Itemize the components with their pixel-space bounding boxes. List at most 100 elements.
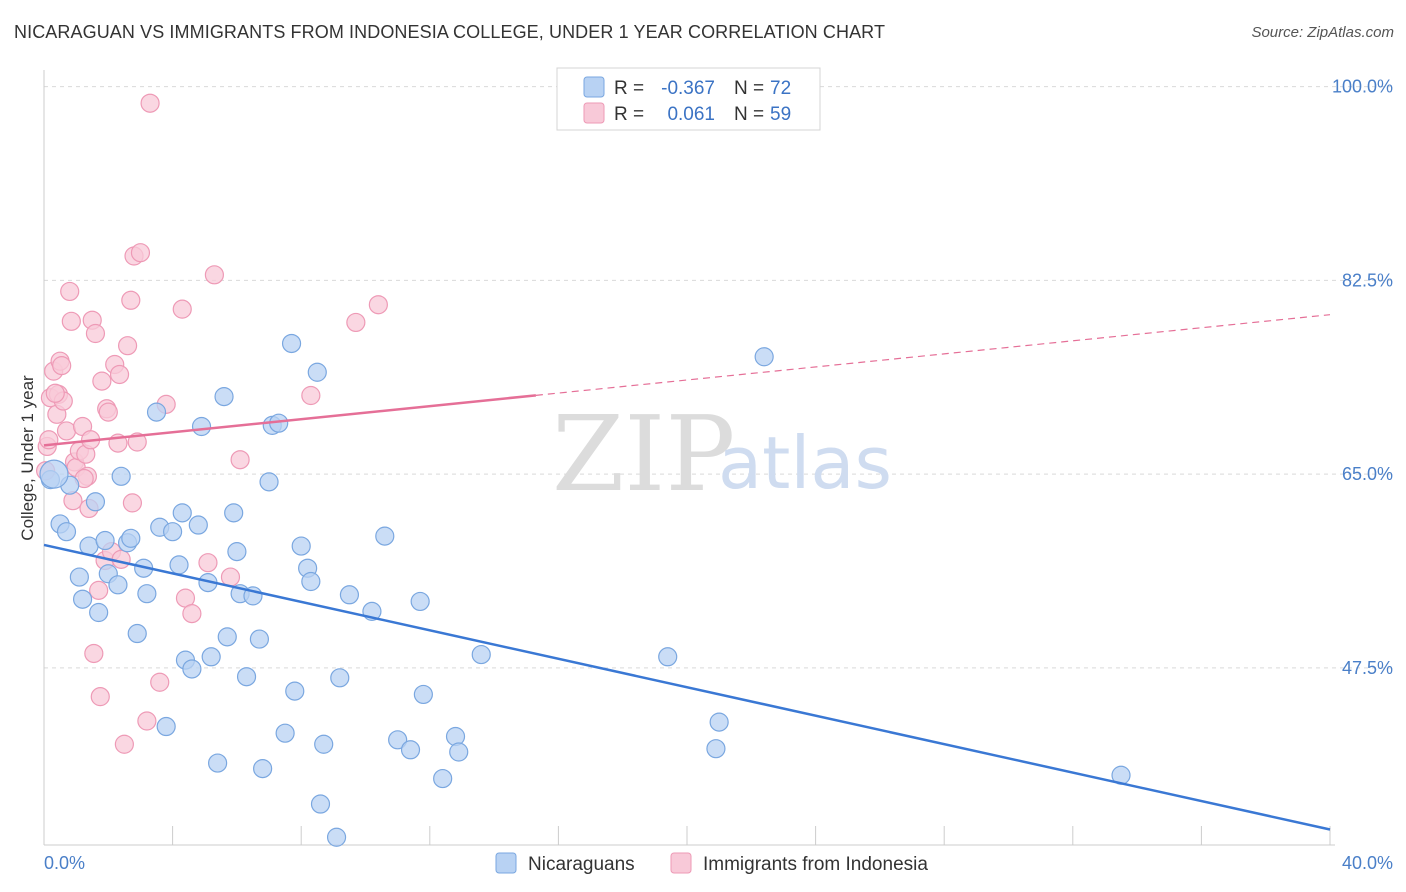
indonesia-point: [117, 336, 138, 356]
legend-n-label-2: N =: [734, 104, 764, 125]
indonesia-point: [45, 383, 65, 403]
y-axis-label: College, Under 1 year: [18, 375, 37, 541]
indonesia-point: [182, 604, 202, 624]
legend-swatch-blue: [583, 76, 605, 98]
indonesia-point: [121, 290, 141, 310]
nicaraguans-point: [445, 726, 466, 747]
legend-swatch-nicaraguans: [495, 852, 517, 874]
indonesia-point: [346, 312, 366, 333]
nicaraguans-point: [163, 522, 183, 542]
nicaraguans-point: [253, 759, 273, 779]
y-tick-label: 100.0%: [1332, 77, 1393, 97]
nicaraguans-point: [314, 734, 334, 754]
trend-line-nicaraguans: [43, 543, 1331, 831]
nicaraguans-point: [56, 522, 77, 542]
legend-label-indonesia: Immigrants from Indonesia: [703, 854, 928, 875]
x-tick-label-min: 0.0%: [44, 853, 85, 873]
axes: [43, 70, 1335, 846]
legend-r-value-1: -0.367: [661, 78, 715, 99]
nicaraguans-point: [137, 584, 157, 604]
nicaraguans-point: [188, 515, 208, 535]
nicaraguans-point: [291, 536, 311, 556]
legend-swatch-indonesia: [670, 852, 692, 874]
nicaraguans-point: [127, 623, 147, 644]
indonesia-point: [61, 311, 81, 331]
nicaraguans-point: [89, 602, 109, 623]
legend-n-label-1: N =: [734, 78, 764, 99]
legend-r-label-2: R =: [614, 104, 644, 125]
nicaraguans-point: [39, 459, 69, 489]
nicaraguans-point: [330, 668, 350, 688]
trend-line-indonesia-extrapolated: [535, 314, 1331, 396]
nicaraguans-point: [375, 526, 395, 546]
indonesia-point: [220, 567, 241, 587]
watermark-zip: ZIP: [552, 393, 735, 515]
indonesia-point: [198, 553, 218, 573]
nicaraguans-point: [85, 492, 106, 512]
nicaraguans-point: [201, 647, 221, 667]
nicaraguans-point: [214, 387, 234, 407]
legend-label-nicaraguans: Nicaraguans: [528, 854, 635, 875]
nicaraguans-point: [227, 542, 247, 562]
x-ticks: [43, 826, 1331, 845]
chart-title: NICARAGUAN VS IMMIGRANTS FROM INDONESIA …: [14, 22, 886, 42]
indonesia-point: [140, 93, 160, 113]
nicaraguans-point: [754, 347, 774, 367]
nicaraguans-point: [208, 753, 228, 773]
y-tick-label: 82.5%: [1342, 270, 1393, 290]
nicaraguans-point: [449, 742, 469, 762]
nicaraguans-point: [301, 571, 321, 592]
indonesia-point: [204, 265, 224, 285]
nicaraguans-point: [339, 585, 360, 605]
indonesia-point: [109, 364, 130, 385]
indonesia-point: [90, 687, 110, 707]
nicaraguans-point: [69, 567, 89, 587]
y-tick-label: 65.0%: [1342, 464, 1393, 484]
watermark-atlas: atlas: [718, 421, 892, 505]
nicaraguans-point: [156, 716, 176, 737]
y-tick-labels: 47.5% 65.0% 82.5% 100.0%: [1332, 77, 1393, 678]
source-label: Source: ZipAtlas.com: [1251, 24, 1394, 41]
nicaraguans-point: [217, 627, 237, 647]
legend-swatch-pink: [583, 102, 605, 124]
nicaraguans-point: [72, 589, 93, 609]
indonesia-point: [230, 450, 250, 470]
indonesia-point: [63, 491, 83, 511]
trend-lines: [43, 314, 1331, 831]
nicaraguans-point: [658, 647, 678, 667]
correlation-legend: R = -0.367 N = 72 R = 0.061 N = 59: [556, 67, 821, 131]
nicaraguans-point: [310, 794, 331, 814]
nicaraguans-point: [182, 659, 202, 679]
nicaraguans-point: [121, 528, 141, 548]
indonesia-point: [89, 580, 109, 600]
nicaraguans-point: [471, 644, 491, 665]
nicaraguans-point: [172, 503, 192, 523]
indonesia-point: [84, 643, 104, 664]
nicaraguans-point: [709, 712, 729, 732]
nicaraguans-point: [224, 503, 244, 523]
indonesia-point: [130, 243, 151, 263]
indonesia-point: [52, 356, 72, 376]
indonesia-point: [111, 549, 131, 569]
nicaraguans-point: [413, 684, 433, 705]
nicaraguans-point: [410, 591, 430, 612]
nicaraguans-point: [281, 333, 302, 354]
y-tick-label: 47.5%: [1342, 658, 1393, 678]
indonesia-point: [98, 402, 118, 422]
nicaraguans-point: [169, 555, 189, 575]
indonesia-point: [85, 323, 106, 344]
indonesia-point: [92, 371, 112, 391]
nicaraguans-point: [275, 723, 295, 743]
nicaraguans-point: [706, 739, 726, 759]
legend-n-value-1: 72: [770, 78, 791, 99]
nicaraguans-point: [108, 575, 128, 595]
indonesia-point: [60, 281, 80, 302]
indonesia-point: [137, 711, 157, 731]
nicaraguans-point: [191, 416, 212, 437]
indonesia-point: [114, 734, 134, 754]
indonesia-point: [368, 295, 388, 315]
series-legend: Nicaraguans Immigrants from Indonesia: [495, 852, 928, 875]
indonesia-point: [56, 421, 77, 441]
nicaraguans-point: [388, 730, 408, 750]
